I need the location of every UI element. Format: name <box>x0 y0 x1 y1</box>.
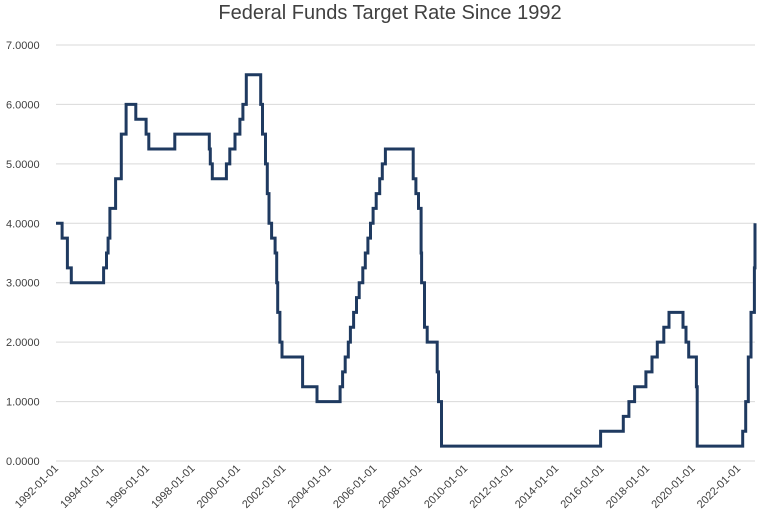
x-tick-label: 2014-01-01 <box>513 463 561 511</box>
x-tick-label: 2000-01-01 <box>195 463 243 511</box>
gridlines <box>56 44 755 462</box>
series-line <box>56 73 757 448</box>
x-tick-label: 2020-01-01 <box>649 463 697 511</box>
y-axis-ticks: 0.0000 1.0000 2.0000 3.0000 4.0000 5.0000 6.00… <box>6 40 40 468</box>
x-tick-label: 1996-01-01 <box>104 463 152 511</box>
y-tick-label: 7.0000 <box>6 40 40 52</box>
y-tick-label: 4.0000 <box>6 218 40 230</box>
chart-title: Federal Funds Target Rate Since 1992 <box>218 2 562 24</box>
x-tick-label: 2002-01-01 <box>240 463 288 511</box>
y-tick-label: 1.0000 <box>6 397 40 409</box>
x-tick-label: 2006-01-01 <box>331 463 379 511</box>
x-tick-label: 1994-01-01 <box>58 463 106 511</box>
x-tick-label: 2010-01-01 <box>422 463 470 511</box>
y-tick-label: 5.0000 <box>6 159 40 171</box>
y-tick-label: 6.0000 <box>6 99 40 111</box>
x-tick-label: 2016-01-01 <box>558 463 606 511</box>
y-tick-label: 2.0000 <box>6 337 40 349</box>
x-tick-label: 2008-01-01 <box>377 463 425 511</box>
series-layer <box>56 73 757 448</box>
x-tick-label: 1998-01-01 <box>149 463 197 511</box>
y-tick-label: 0.0000 <box>6 456 40 468</box>
x-tick-label: 2018-01-01 <box>604 463 652 511</box>
x-tick-label: 2022-01-01 <box>695 463 743 511</box>
x-tick-label: 1992-01-01 <box>13 463 61 511</box>
x-axis-ticks: 1992-01-011994-01-011996-01-011998-01-01… <box>13 463 743 511</box>
x-tick-label: 2004-01-01 <box>286 463 334 511</box>
x-tick-label: 2012-01-01 <box>468 463 516 511</box>
y-tick-label: 3.0000 <box>6 278 40 290</box>
